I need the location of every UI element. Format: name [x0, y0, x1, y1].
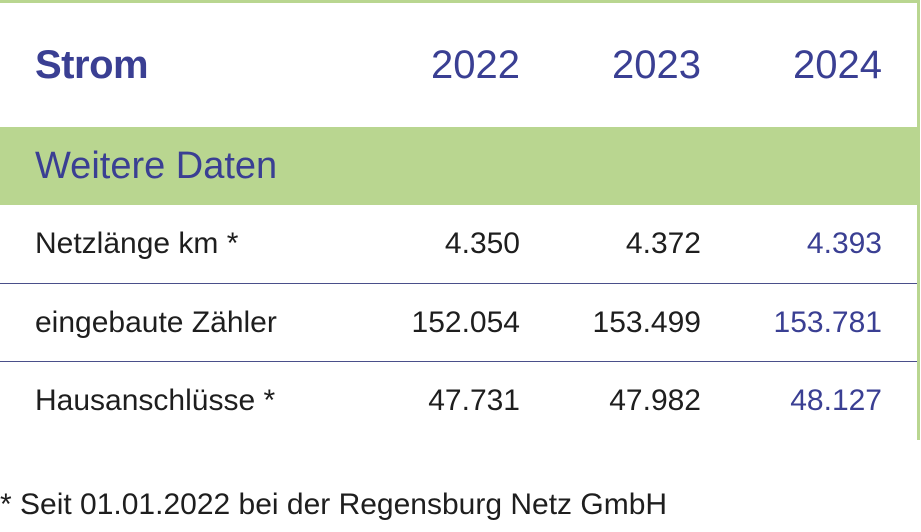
table-row: Netzlänge km * 4.350 4.372 4.393 — [0, 205, 917, 283]
cell-2022: 152.054 — [411, 306, 520, 339]
cell-2023: 4.372 — [625, 227, 701, 260]
section-header-row: Weitere Daten — [0, 127, 917, 205]
header-year-2022: 2022 — [431, 42, 520, 87]
section-label: Weitere Daten — [35, 144, 278, 187]
data-table: Strom 2022 2023 2024 Weitere Daten Netzl… — [0, 0, 920, 440]
table-header-row: Strom 2022 2023 2024 — [0, 3, 917, 127]
header-label: Strom — [35, 42, 149, 87]
row-label: Netzlänge km * — [35, 227, 239, 260]
table-row: eingebaute Zähler 152.054 153.499 153.78… — [0, 283, 917, 362]
cell-2024: 4.393 — [806, 227, 882, 260]
cell-2022: 4.350 — [444, 227, 520, 260]
cell-2024: 153.781 — [773, 306, 882, 339]
cell-2022: 47.731 — [428, 384, 520, 417]
table-row: Hausanschlüsse * 47.731 47.982 48.127 — [0, 361, 917, 440]
row-label: Hausanschlüsse * — [35, 384, 276, 417]
cell-2024: 48.127 — [790, 384, 882, 417]
header-year-2024: 2024 — [793, 42, 882, 87]
footnote: * Seit 01.01.2022 bei der Regensburg Net… — [0, 488, 668, 521]
cell-2023: 153.499 — [592, 306, 701, 339]
row-label: eingebaute Zähler — [35, 306, 277, 339]
cell-2023: 47.982 — [609, 384, 701, 417]
header-year-2023: 2023 — [612, 42, 701, 87]
